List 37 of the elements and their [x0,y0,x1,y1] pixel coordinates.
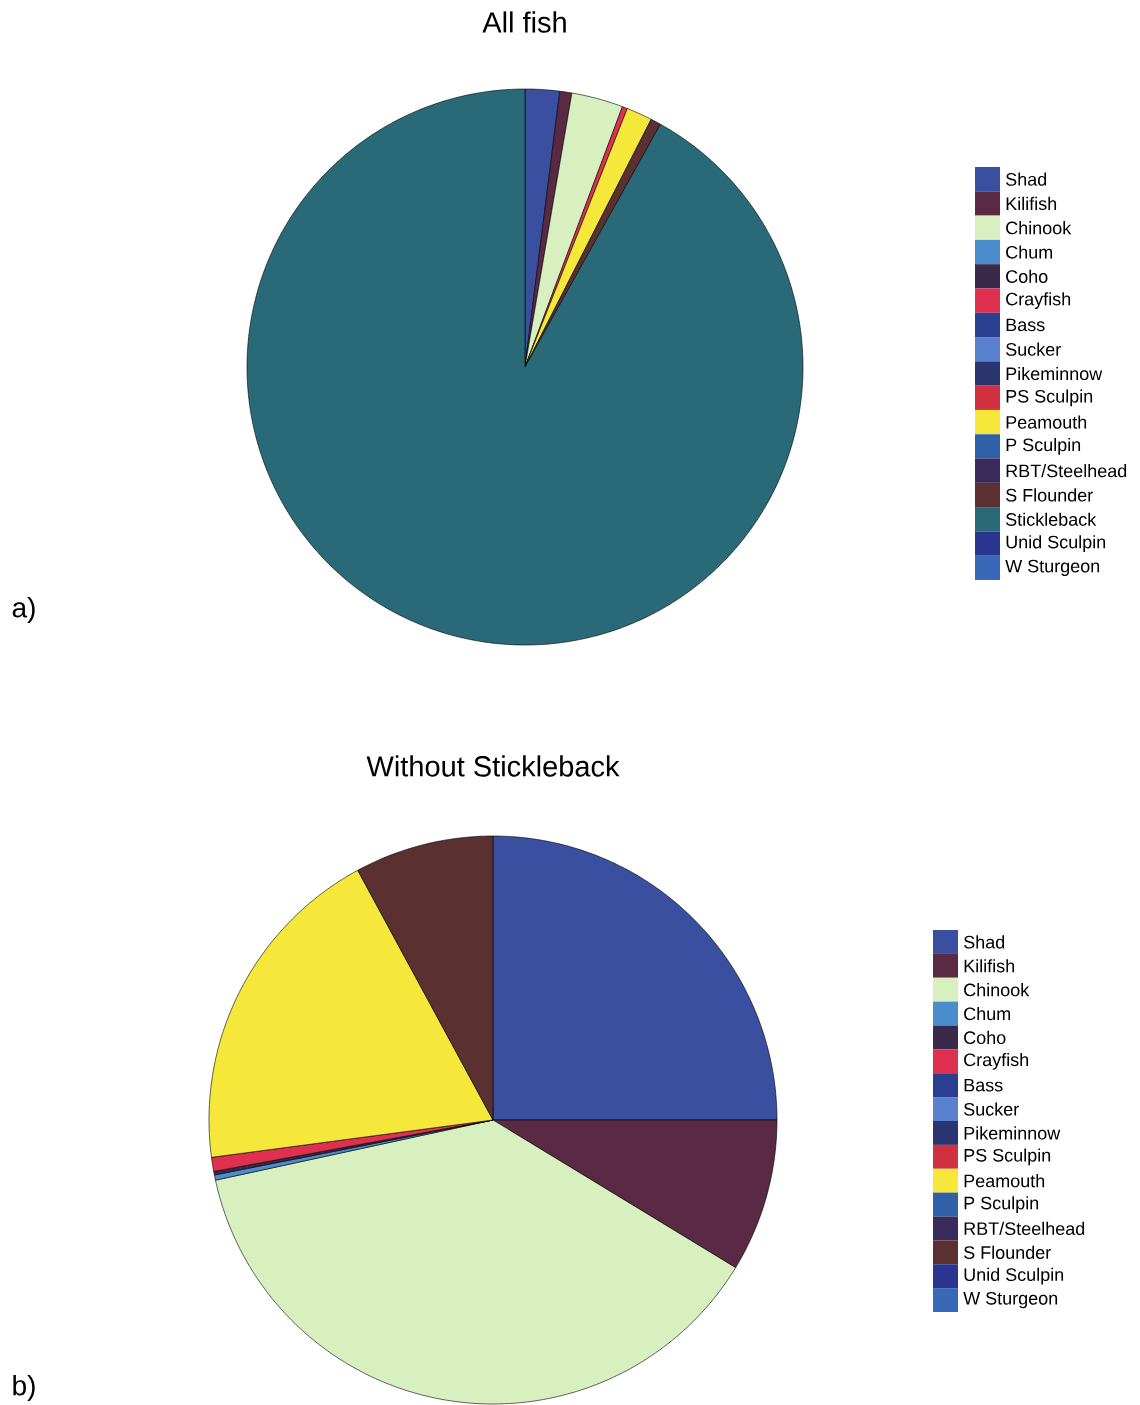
legend-label: Chinook [964,983,1030,997]
legend-label: Shad [1006,172,1047,186]
text: b) [13,1374,35,1402]
legend-label: Coho [964,1030,1006,1045]
legend-label: W Sturgeon [963,1291,1058,1309]
legend-label: Sucker [964,1102,1019,1116]
legend-label: Bass [1006,318,1045,332]
legend-label: W Sturgeon [1005,559,1100,577]
legend-label: Peamouth [964,1174,1045,1188]
legend-label: Bass [964,1078,1003,1092]
legend-label: RBT/Steelhead [1006,464,1127,478]
legend-label: Crayfish [1006,292,1071,310]
legend-label: S Flounder [964,1245,1051,1259]
legend-label: Chum [1006,245,1053,259]
legend-label: Coho [1006,269,1048,283]
legend-label: Unid Sculpin [964,1267,1064,1285]
text: a) [12,596,35,624]
legend-label: Stickleback [1006,512,1097,526]
chart-title: Without Stickleback [366,755,620,777]
legend-label: Pikeminnow [1006,366,1103,381]
legend-label: S Flounder [1006,488,1093,502]
legend-label: Chum [964,1006,1011,1021]
legend-label: RBT/Steelhead [964,1221,1085,1236]
legend-label: PS Sculpin [964,1148,1051,1166]
legend-label: Peamouth [1006,415,1087,429]
legend-label: Shad [964,935,1005,949]
legend-label: Sucker [1006,342,1061,356]
legend-label: P Sculpin [1006,437,1081,455]
legend-label: PS Sculpin [1006,389,1093,407]
legend-label: Kilifish [964,959,1015,973]
legend-label: Pikeminnow [964,1126,1061,1140]
legend-label: Chinook [1006,221,1072,235]
legend-label: P Sculpin [964,1196,1039,1213]
chart-title: All fish [482,11,566,33]
legend-label: Crayfish [964,1052,1029,1070]
legend-label: Unid Sculpin [1006,535,1106,552]
legend-label: Kilifish [1006,196,1057,211]
